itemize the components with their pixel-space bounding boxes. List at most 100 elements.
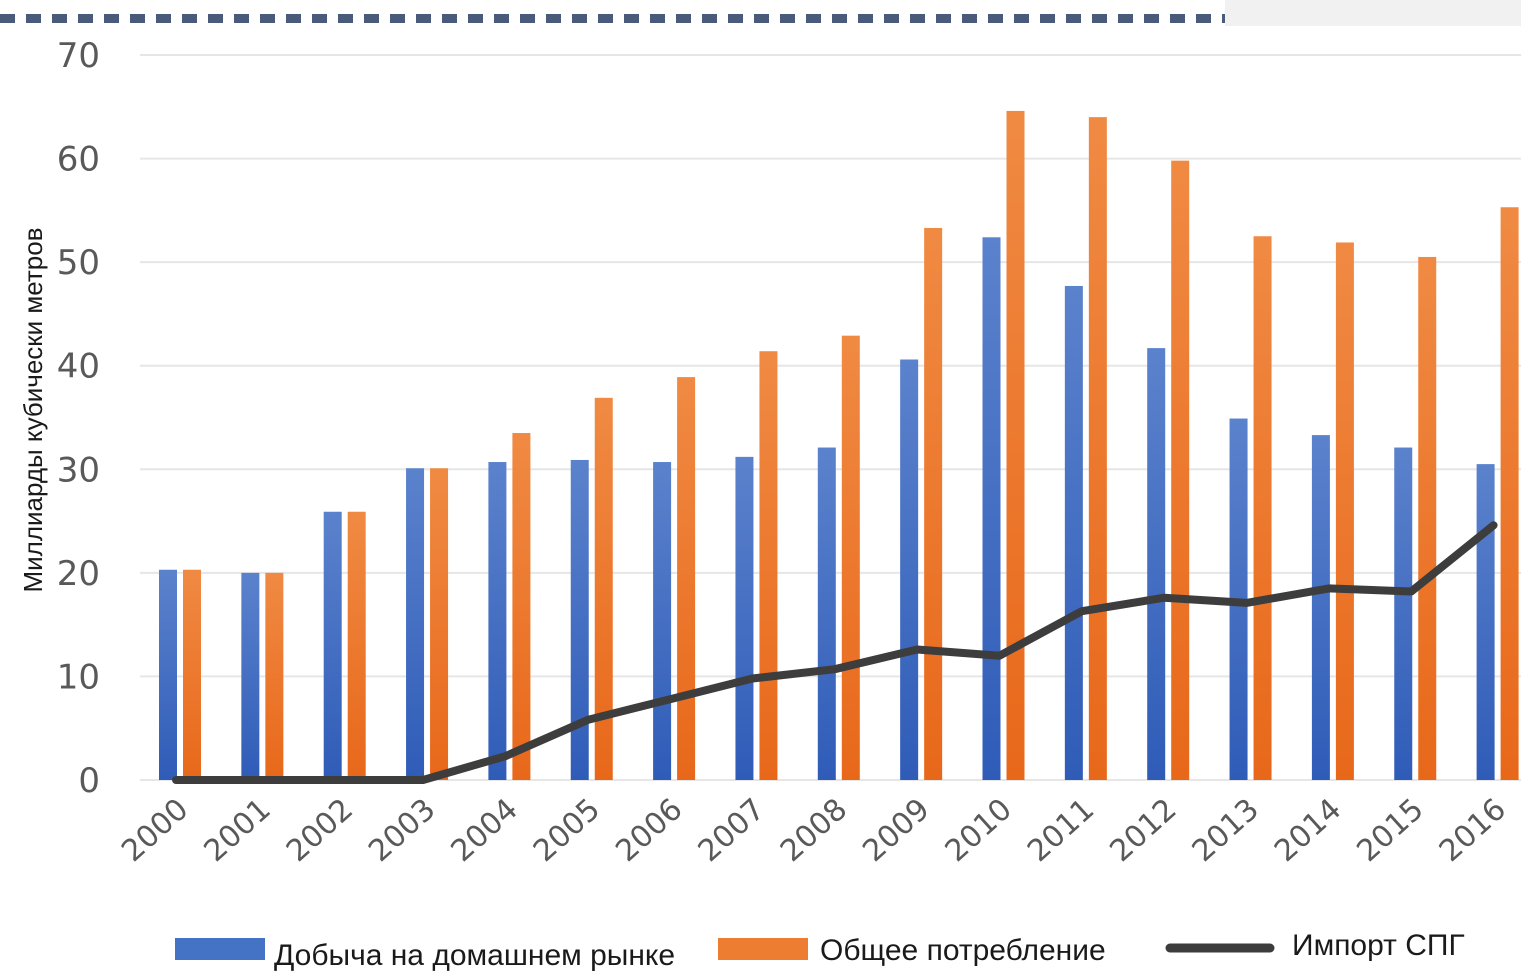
dash-segment: [442, 14, 457, 23]
dash-segment: [1144, 14, 1159, 23]
bar-total-consumption: [430, 468, 449, 780]
dash-segment: [780, 14, 795, 23]
x-tick-label: 2002: [280, 792, 360, 869]
bar-total-consumption: [677, 377, 696, 780]
dash-segment: [1196, 14, 1211, 23]
bar-total-consumption: [1335, 242, 1354, 780]
bar-domestic-production: [1476, 464, 1495, 780]
y-tick-label: 40: [57, 347, 100, 387]
point-lng-import: [998, 654, 1001, 657]
bar-total-consumption: [924, 227, 943, 780]
dash-segment: [624, 14, 639, 23]
dash-segment: [26, 14, 41, 23]
dash-segment: [884, 14, 899, 23]
dash-segment: [988, 14, 1003, 23]
dash-segment: [468, 14, 483, 23]
dash-segment: [1092, 14, 1107, 23]
legend-label-lng-import: Импорт СПГ: [1292, 929, 1465, 962]
x-tick-label: 2004: [445, 792, 525, 869]
x-tick-label: 2014: [1268, 792, 1348, 869]
legend-swatch-total-consumption: [718, 938, 808, 960]
dash-segment: [364, 14, 379, 23]
dash-segment: [390, 14, 405, 23]
dash-segment: [936, 14, 951, 23]
point-lng-import: [175, 779, 177, 781]
dash-segment: [598, 14, 613, 23]
point-lng-import: [916, 648, 919, 651]
point-lng-import: [339, 779, 342, 781]
dash-segment: [286, 14, 301, 23]
legend-swatch-domestic-production: [175, 938, 265, 960]
bar-domestic-production: [241, 572, 260, 780]
dash-segment: [104, 14, 119, 23]
dash-segment: [728, 14, 743, 23]
x-tick-label: 2011: [1021, 792, 1101, 869]
x-tick-label: 2008: [774, 792, 854, 869]
x-tick-label: 2009: [856, 792, 936, 869]
dash-segment: [910, 14, 925, 23]
bar-domestic-production: [982, 237, 1001, 781]
x-tick-label: 2001: [198, 792, 278, 869]
x-tick-label: 2005: [527, 792, 607, 869]
dash-segment: [572, 14, 587, 23]
point-lng-import: [1492, 524, 1495, 527]
dash-segment: [260, 14, 275, 23]
y-axis-label: Миллиарды кубически метров: [18, 227, 48, 592]
bar-domestic-production: [735, 456, 754, 780]
y-tick-label: 10: [57, 657, 100, 697]
point-lng-import: [586, 718, 589, 721]
dash-segment: [52, 14, 67, 23]
bar-total-consumption: [347, 511, 366, 780]
point-lng-import: [257, 779, 260, 781]
bar-domestic-production: [488, 462, 507, 780]
y-tick-label: 30: [57, 450, 100, 490]
bar-domestic-production: [570, 459, 589, 780]
dash-segment: [1118, 14, 1133, 23]
dash-segment: [130, 14, 145, 23]
y-tick-label: 50: [57, 243, 100, 283]
dash-segment: [182, 14, 197, 23]
dash-segment: [338, 14, 353, 23]
top-dashed-border: [0, 14, 1230, 23]
bar-total-consumption: [594, 397, 613, 780]
bar-total-consumption: [1418, 256, 1437, 780]
y-tick-label: 70: [57, 36, 100, 76]
x-tick-label: 2000: [115, 792, 195, 869]
bar-total-consumption: [1088, 117, 1107, 780]
dash-segment: [416, 14, 431, 23]
x-tick-label: 2003: [362, 792, 442, 869]
dash-segment: [832, 14, 847, 23]
legend-label-total-consumption: Общее потребление: [820, 934, 1106, 967]
dash-segment: [676, 14, 691, 23]
y-axis-ticks: 0 10 20 30 40 50 60 70: [57, 36, 100, 801]
y-tick-label: 20: [57, 554, 100, 594]
dash-segment: [1014, 14, 1029, 23]
dash-segment: [858, 14, 873, 23]
point-lng-import: [833, 668, 836, 671]
bar-total-consumption: [1171, 160, 1190, 781]
x-tick-label: 2006: [609, 792, 689, 869]
y-tick-label: 0: [78, 761, 100, 801]
bar-total-consumption: [512, 433, 531, 780]
dash-segment: [78, 14, 93, 23]
bar-domestic-production: [159, 569, 177, 780]
legend: Добыча на домашнем рынке Общее потреблен…: [175, 929, 1465, 972]
point-lng-import: [504, 755, 507, 758]
bar-total-consumption: [1006, 110, 1025, 780]
bars: [159, 110, 1519, 781]
bar-domestic-production: [653, 462, 672, 780]
dash-segment: [494, 14, 509, 23]
bar-domestic-production: [1311, 435, 1330, 780]
x-tick-label: 2007: [692, 792, 772, 869]
lng-import-line: [172, 521, 1498, 784]
x-tick-label: 2012: [1103, 792, 1183, 869]
dash-segment: [754, 14, 769, 23]
x-tick-label: 2010: [939, 792, 1019, 869]
dash-segment: [650, 14, 665, 23]
top-gray-band: [1225, 0, 1521, 26]
bar-domestic-production: [406, 468, 425, 780]
point-lng-import: [1245, 601, 1248, 604]
dash-segment: [1040, 14, 1055, 23]
